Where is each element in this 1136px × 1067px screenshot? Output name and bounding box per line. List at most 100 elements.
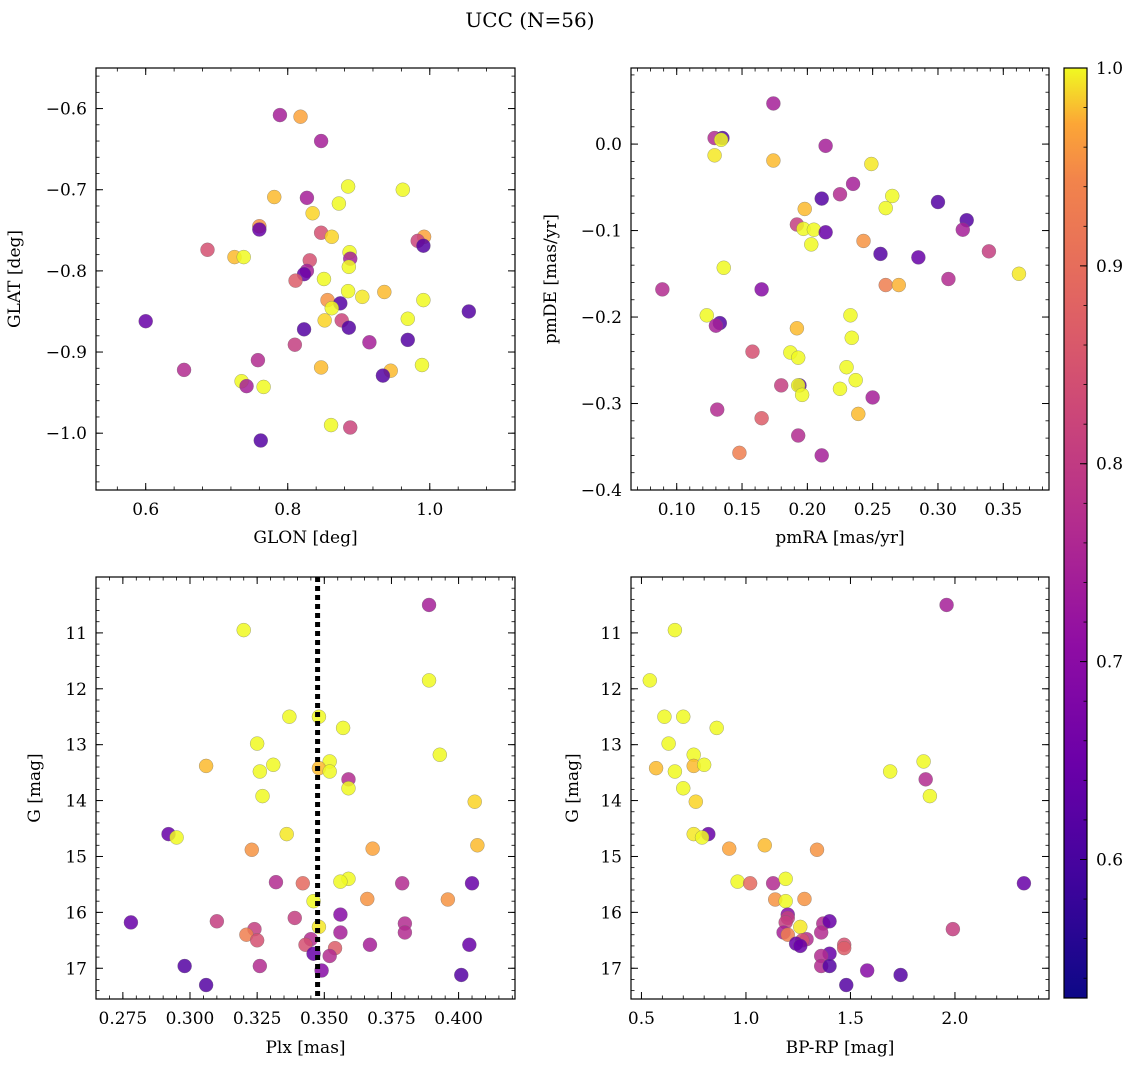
- data-point: [922, 788, 938, 804]
- data-point: [454, 967, 469, 983]
- panel-2: 0.10 0.15 0.20 0.25 0.30 0.35 0.0 −0.1 −0.2 −0.3 −…: [541, 67, 1050, 548]
- x-tick-label: 0.30: [919, 500, 957, 520]
- data-point: [461, 304, 477, 319]
- data-point: [793, 938, 808, 954]
- x-tick-label: 0.25: [854, 500, 892, 520]
- scatter-points: [123, 597, 485, 993]
- colorbar: 0.6 0.7 0.8 0.9 1.0: [1063, 59, 1123, 999]
- data-point: [400, 332, 416, 348]
- data-point: [676, 781, 691, 796]
- x-tick-label: 1.0: [416, 500, 443, 520]
- y-tick-label: 17: [600, 959, 622, 979]
- data-point: [414, 357, 430, 373]
- x-tick-label: 0.275: [99, 1009, 148, 1029]
- data-point: [293, 109, 308, 124]
- data-point: [287, 337, 303, 352]
- data-point: [341, 259, 357, 275]
- data-point: [256, 379, 271, 395]
- data-point: [893, 967, 908, 983]
- data-point: [335, 720, 351, 736]
- data-point: [333, 874, 348, 889]
- data-point: [416, 292, 431, 308]
- data-point: [239, 378, 254, 394]
- data-point: [322, 764, 337, 779]
- data-point: [865, 390, 880, 405]
- data-point: [844, 330, 860, 346]
- y-tick-label: −0.8: [46, 262, 87, 282]
- data-point: [295, 876, 311, 891]
- data-point: [696, 757, 712, 773]
- data-point: [1016, 876, 1032, 891]
- x-tick-label: 0.350: [300, 1009, 349, 1029]
- data-point: [642, 673, 658, 688]
- data-point: [440, 892, 456, 907]
- data-point: [916, 754, 931, 769]
- data-point: [778, 893, 793, 909]
- data-point: [333, 907, 348, 922]
- scatter-points: [642, 597, 1032, 993]
- y-tick-label: 16: [600, 903, 622, 923]
- y-tick-label: −0.3: [581, 395, 622, 415]
- data-point: [244, 842, 260, 858]
- data-point: [851, 406, 866, 422]
- x-tick-label: 0.300: [166, 1009, 215, 1029]
- data-point: [882, 764, 898, 779]
- x-tick-label: 1.0: [732, 1009, 759, 1029]
- data-point: [236, 622, 251, 638]
- data-point: [732, 445, 747, 461]
- data-point: [360, 891, 375, 907]
- data-point: [873, 246, 888, 262]
- data-point: [198, 977, 214, 993]
- data-point: [340, 179, 356, 194]
- plot-frame: [630, 67, 1050, 491]
- data-point: [421, 673, 437, 688]
- data-point: [1011, 266, 1027, 282]
- data-point: [814, 448, 829, 463]
- data-point: [716, 260, 731, 276]
- x-axis-label: pmRA [mas/yr]: [775, 528, 904, 548]
- data-point: [355, 289, 370, 305]
- y-tick-label: 17: [65, 959, 87, 979]
- data-point: [794, 387, 810, 403]
- data-point: [464, 876, 480, 891]
- data-point: [266, 757, 281, 773]
- data-point: [176, 362, 192, 378]
- x-tick-label: 2.0: [941, 1009, 968, 1029]
- data-point: [252, 958, 268, 974]
- panel-3: 0.275 0.300 0.325 0.350 0.375 0.400 11 12 13 14 15…: [25, 576, 516, 1058]
- minor-ticks: [631, 576, 1049, 999]
- data-point: [766, 96, 781, 111]
- data-point: [341, 781, 356, 796]
- data-point: [416, 238, 431, 253]
- data-point: [377, 284, 392, 300]
- data-point: [342, 420, 358, 435]
- figure-title: UCC (N=56): [465, 8, 594, 32]
- data-point: [878, 277, 893, 293]
- y-tick-label: 13: [65, 736, 87, 756]
- data-point: [250, 352, 266, 368]
- data-point: [709, 402, 725, 417]
- data-point: [252, 764, 268, 779]
- data-point: [123, 915, 139, 930]
- data-point: [365, 841, 380, 856]
- data-point: [955, 222, 971, 237]
- data-point: [340, 283, 356, 299]
- data-point: [467, 794, 482, 809]
- colorbar-gradient: [1064, 68, 1087, 998]
- data-point: [317, 313, 332, 328]
- y-axis-label: G [mag]: [563, 753, 583, 822]
- y-tick-label: 12: [65, 680, 87, 700]
- data-point: [813, 925, 829, 940]
- data-point: [911, 250, 926, 265]
- y-tick-label: −1.0: [46, 424, 87, 444]
- data-point: [793, 919, 808, 935]
- data-point: [836, 940, 852, 956]
- data-point: [200, 242, 215, 258]
- data-point: [939, 597, 954, 613]
- x-tick-label: 0.6: [132, 500, 159, 520]
- data-point: [730, 874, 745, 889]
- colorbar-tick-label: 0.7: [1096, 653, 1123, 673]
- colorbar-tick-label: 0.6: [1096, 850, 1123, 870]
- data-point: [288, 273, 303, 288]
- colorbar-frame: [1063, 67, 1088, 999]
